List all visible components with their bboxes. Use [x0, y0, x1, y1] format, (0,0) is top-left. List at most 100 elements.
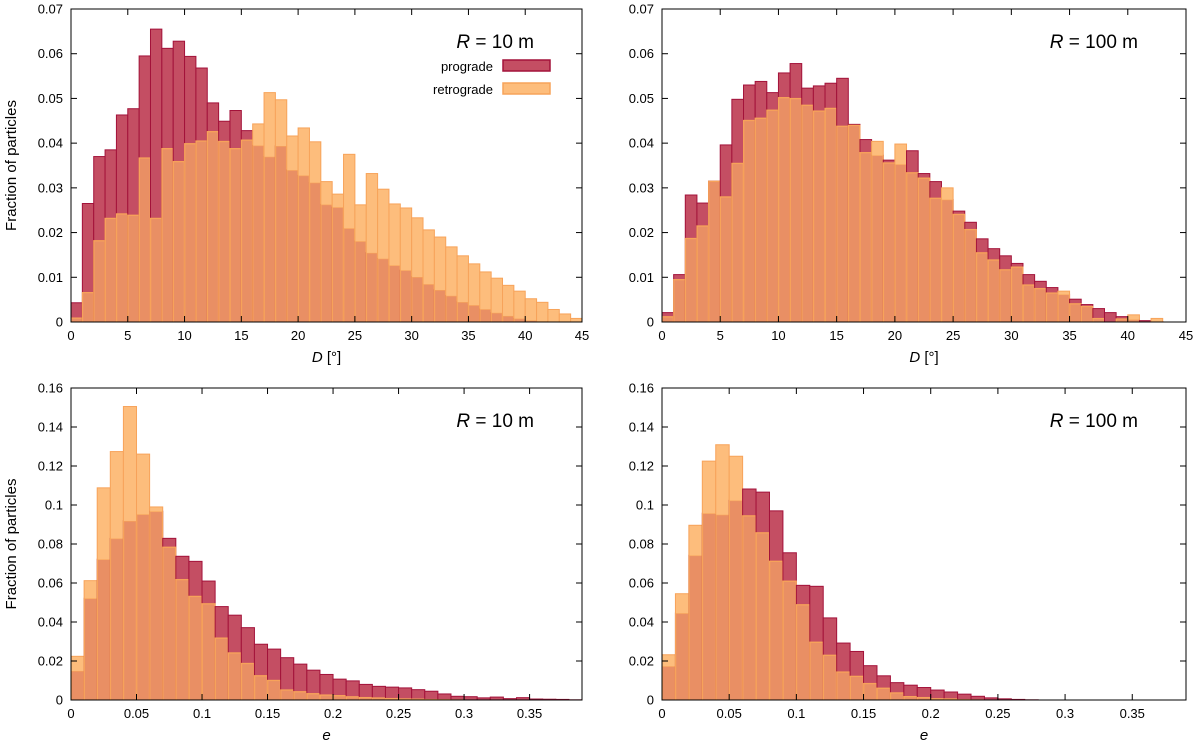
- x-tick-label: 25: [348, 328, 362, 343]
- x-tick-label: 45: [1179, 328, 1193, 343]
- overlap-bar: [502, 315, 514, 323]
- x-axis-label: e: [322, 727, 330, 744]
- x-tick-label: 0.35: [1120, 706, 1145, 721]
- x-axis-symbol: D: [312, 349, 323, 366]
- y-tick-label: 0.16: [38, 381, 63, 396]
- overlap-bar: [184, 143, 196, 323]
- overlap-bar: [860, 152, 872, 323]
- overlap-bar: [230, 148, 242, 323]
- overlap-bar: [766, 110, 779, 323]
- y-tick-label: 0.01: [629, 270, 654, 285]
- overlap-bar: [809, 642, 824, 701]
- y-tick-label: 0.07: [629, 2, 654, 17]
- x-tick-label: 0.1: [787, 706, 805, 721]
- retrograde-bar: [536, 301, 549, 323]
- y-tick-label: 0.04: [38, 136, 63, 151]
- x-tick-label: 0: [658, 328, 665, 343]
- overlap-bar: [110, 538, 124, 701]
- overlap-bar: [176, 579, 189, 701]
- y-tick-label: 0: [56, 315, 63, 330]
- overlap-bar: [823, 655, 837, 701]
- x-tick-label: 0.2: [922, 706, 940, 721]
- overlap-bar: [863, 683, 877, 701]
- overlap-bar: [434, 290, 446, 323]
- x-tick-label: 30: [1004, 328, 1018, 343]
- y-tick-label: 0.05: [38, 91, 63, 106]
- overlap-bar: [685, 238, 697, 323]
- overlap-bar: [930, 198, 942, 323]
- overlap-bar: [1034, 288, 1047, 323]
- overlap-bar: [742, 515, 756, 701]
- x-tick-label: 45: [575, 328, 589, 343]
- y-tick-label: 0.06: [38, 576, 63, 591]
- x-tick-label: 0.1: [193, 706, 211, 721]
- overlap-bar: [275, 146, 287, 323]
- x-tick-label: 20: [888, 328, 902, 343]
- overlap-bar: [796, 604, 810, 701]
- overlap-bar: [162, 148, 174, 323]
- overlap-bar: [377, 258, 389, 323]
- overlap-bar: [836, 126, 849, 323]
- overlap-bar: [825, 108, 837, 323]
- x-tick-label: 5: [124, 328, 131, 343]
- overlap-bar: [71, 670, 84, 701]
- x-tick-label: 0.15: [255, 706, 280, 721]
- y-tick-label: 0.02: [629, 225, 654, 240]
- overlap-bar: [848, 125, 860, 323]
- panel-4: 0 0.05 0.1 0.15 0.2 0.25 0.3 0.35 0 0.02 0.04 0.06 0…: [629, 381, 1187, 744]
- overlap-bar: [355, 241, 367, 323]
- y-tick-label: 0: [56, 693, 63, 708]
- overlap-bar: [280, 690, 294, 701]
- overlap-bar: [708, 181, 721, 323]
- bars: [70, 28, 583, 323]
- y-tick-label: 0.06: [629, 46, 654, 61]
- panel-label: R = 100 m: [1050, 32, 1138, 53]
- overlap-bar: [890, 692, 904, 701]
- legend-label-retrograde: retrograde: [433, 82, 493, 97]
- y-tick-label: 0.04: [629, 136, 654, 151]
- overlap-bar: [662, 666, 676, 701]
- overlap-bar: [389, 265, 401, 323]
- y-tick-label: 0.14: [38, 420, 63, 435]
- x-tick-label: 15: [234, 328, 248, 343]
- overlap-bar: [321, 204, 332, 323]
- overlap-bar: [769, 561, 783, 701]
- x-tick-label: 40: [1121, 328, 1135, 343]
- overlap-bar: [162, 547, 176, 701]
- overlap-bar: [941, 199, 953, 323]
- x-axis-symbol: e: [920, 727, 928, 744]
- x-tick-label: 0: [658, 706, 665, 721]
- plot-frame: [661, 8, 1187, 323]
- x-axis-label: D [°]: [312, 349, 341, 366]
- overlap-bar: [953, 214, 965, 323]
- panel-label-value: = 100 m: [1064, 411, 1138, 432]
- overlap-bar: [988, 260, 1000, 323]
- y-tick-label: 0.06: [629, 576, 654, 591]
- overlap-bar: [343, 228, 355, 323]
- overlap-bar: [732, 163, 744, 323]
- y-tick-label: 0.05: [629, 91, 654, 106]
- overlap-bar: [673, 279, 686, 323]
- overlap-bar: [150, 218, 162, 323]
- x-tick-label: 30: [404, 328, 418, 343]
- overlap-bar: [149, 511, 163, 701]
- overlap-bar: [307, 693, 320, 701]
- overlap-bar: [309, 182, 321, 323]
- overlap-bar: [127, 215, 139, 323]
- overlap-bar: [254, 675, 268, 701]
- overlap-bar: [196, 141, 208, 323]
- overlap-bar: [207, 131, 219, 323]
- overlap-bar: [411, 277, 423, 323]
- panel-3: 0 0.05 0.1 0.15 0.2 0.25 0.3 0.35 0 0.02 0.04 0.06 0…: [3, 381, 583, 744]
- bars: [661, 444, 1039, 701]
- x-tick-label: 0.25: [985, 706, 1010, 721]
- overlap-bar: [71, 318, 83, 323]
- bars: [70, 406, 583, 701]
- x-tick-label: 0.05: [124, 706, 149, 721]
- retrograde-bar: [570, 317, 583, 323]
- prograde-bar: [437, 693, 452, 701]
- y-axis-label: Fraction of particles: [3, 479, 20, 610]
- overlap-bar: [850, 676, 864, 701]
- overlap-bar: [964, 229, 977, 323]
- x-axis-symbol: D: [909, 349, 920, 366]
